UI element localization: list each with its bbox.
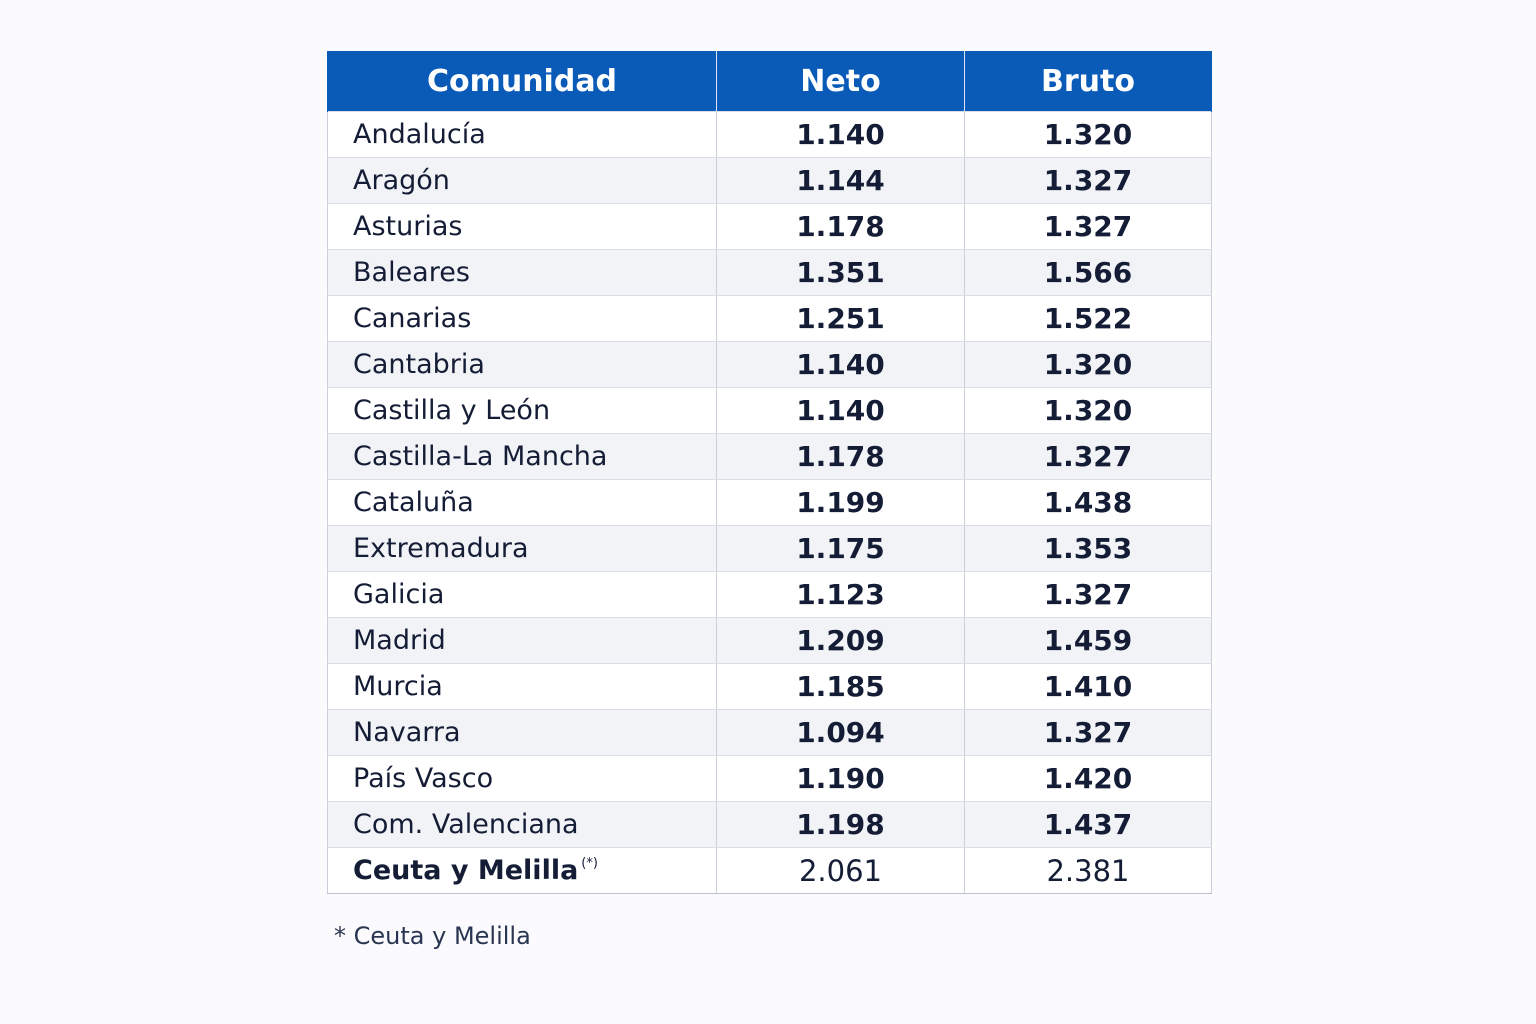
comunidad-label: Castilla-La Mancha [353, 441, 608, 472]
table-row: Castilla-La Mancha 1.178 1.327 [327, 433, 1212, 480]
comunidad-label: Madrid [353, 625, 446, 656]
cell-bruto: 1.522 [964, 295, 1212, 342]
cell-bruto: 1.320 [964, 111, 1212, 158]
cell-comunidad: Castilla y León [327, 387, 717, 434]
comunidad-label: Cantabria [353, 349, 485, 380]
cell-comunidad: Com. Valenciana [327, 801, 717, 848]
footnote: * Ceuta y Melilla [334, 922, 531, 950]
cell-comunidad: Galicia [327, 571, 717, 618]
cell-neto: 1.144 [716, 157, 965, 204]
header-comunidad: Comunidad [327, 51, 717, 112]
cell-comunidad: Murcia [327, 663, 717, 710]
header-bruto: Bruto [964, 51, 1212, 112]
cell-neto: 1.209 [716, 617, 965, 664]
cell-neto: 1.140 [716, 387, 965, 434]
comunidad-label: Asturias [353, 211, 463, 242]
cell-neto: 1.178 [716, 433, 965, 480]
comunidad-label: Andalucía [353, 119, 486, 150]
cell-neto: 1.351 [716, 249, 965, 296]
cell-bruto: 1.459 [964, 617, 1212, 664]
cell-bruto: 1.353 [964, 525, 1212, 572]
cell-bruto: 1.320 [964, 341, 1212, 388]
cell-comunidad: Cataluña [327, 479, 717, 526]
footnote-mark: (*) [581, 856, 598, 871]
table-header: Comunidad Neto Bruto [327, 51, 1212, 112]
data-table-container: Comunidad Neto Bruto Andalucía 1.140 1.320… [327, 51, 1212, 894]
cell-neto: 1.140 [716, 341, 965, 388]
comunidad-label: Murcia [353, 671, 443, 702]
cell-neto: 1.175 [716, 525, 965, 572]
table-row: Extremadura 1.175 1.353 [327, 525, 1212, 572]
cell-bruto: 1.327 [964, 433, 1212, 480]
table-row: Ceuta y Melilla (*) 2.061 2.381 [327, 847, 1212, 894]
comunidad-label: Ceuta y Melilla [353, 855, 579, 886]
cell-neto: 1.178 [716, 203, 965, 250]
table-row: País Vasco 1.190 1.420 [327, 755, 1212, 802]
table-row: Murcia 1.185 1.410 [327, 663, 1212, 710]
cell-neto: 1.140 [716, 111, 965, 158]
salary-table: Comunidad Neto Bruto Andalucía 1.140 1.320… [327, 51, 1212, 894]
cell-comunidad: Aragón [327, 157, 717, 204]
comunidad-label: Cataluña [353, 487, 474, 518]
header-neto: Neto [716, 51, 965, 112]
comunidad-label: Baleares [353, 257, 470, 288]
cell-neto: 1.251 [716, 295, 965, 342]
cell-comunidad: Cantabria [327, 341, 717, 388]
table-row: Castilla y León 1.140 1.320 [327, 387, 1212, 434]
cell-comunidad: Navarra [327, 709, 717, 756]
cell-bruto: 1.437 [964, 801, 1212, 848]
comunidad-label: Galicia [353, 579, 445, 610]
table-body: Andalucía 1.140 1.320 Aragón 1.144 1.327 Astur… [327, 111, 1212, 894]
comunidad-label: Canarias [353, 303, 472, 334]
comunidad-label: Navarra [353, 717, 461, 748]
table-row: Com. Valenciana 1.198 1.437 [327, 801, 1212, 848]
comunidad-label: Com. Valenciana [353, 809, 579, 840]
table-row: Galicia 1.123 1.327 [327, 571, 1212, 618]
cell-bruto: 1.566 [964, 249, 1212, 296]
table-row: Canarias 1.251 1.522 [327, 295, 1212, 342]
cell-neto: 1.123 [716, 571, 965, 618]
cell-neto: 1.198 [716, 801, 965, 848]
table-row: Cantabria 1.140 1.320 [327, 341, 1212, 388]
header-row: Comunidad Neto Bruto [327, 51, 1212, 112]
cell-neto: 1.094 [716, 709, 965, 756]
comunidad-label: Extremadura [353, 533, 529, 564]
table-row: Madrid 1.209 1.459 [327, 617, 1212, 664]
cell-comunidad: Madrid [327, 617, 717, 664]
table-row: Andalucía 1.140 1.320 [327, 111, 1212, 158]
cell-neto: 2.061 [716, 847, 965, 894]
comunidad-label: País Vasco [353, 763, 494, 794]
cell-comunidad: Castilla-La Mancha [327, 433, 717, 480]
cell-bruto: 1.327 [964, 709, 1212, 756]
cell-bruto: 1.327 [964, 203, 1212, 250]
cell-comunidad: Andalucía [327, 111, 717, 158]
cell-bruto: 2.381 [964, 847, 1212, 894]
cell-neto: 1.190 [716, 755, 965, 802]
cell-comunidad: Extremadura [327, 525, 717, 572]
cell-neto: 1.185 [716, 663, 965, 710]
cell-bruto: 1.420 [964, 755, 1212, 802]
cell-comunidad: País Vasco [327, 755, 717, 802]
table-row: Navarra 1.094 1.327 [327, 709, 1212, 756]
cell-bruto: 1.438 [964, 479, 1212, 526]
table-row: Cataluña 1.199 1.438 [327, 479, 1212, 526]
comunidad-label: Castilla y León [353, 395, 551, 426]
cell-comunidad: Canarias [327, 295, 717, 342]
cell-comunidad: Asturias [327, 203, 717, 250]
comunidad-label: Aragón [353, 165, 450, 196]
cell-bruto: 1.327 [964, 571, 1212, 618]
table-row: Aragón 1.144 1.327 [327, 157, 1212, 204]
cell-bruto: 1.410 [964, 663, 1212, 710]
cell-neto: 1.199 [716, 479, 965, 526]
table-row: Asturias 1.178 1.327 [327, 203, 1212, 250]
cell-comunidad: Ceuta y Melilla (*) [327, 847, 717, 894]
cell-comunidad: Baleares [327, 249, 717, 296]
cell-bruto: 1.327 [964, 157, 1212, 204]
cell-bruto: 1.320 [964, 387, 1212, 434]
table-row: Baleares 1.351 1.566 [327, 249, 1212, 296]
